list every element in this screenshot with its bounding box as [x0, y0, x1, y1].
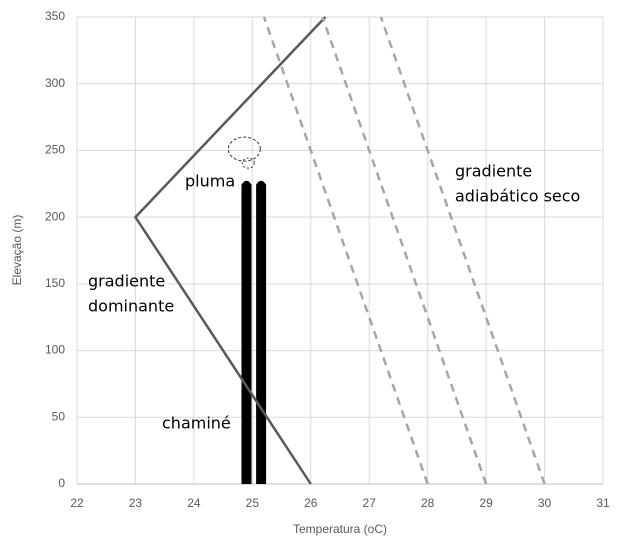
- x-axis-title: Temperatura (oC): [293, 522, 387, 536]
- chimney: [241, 180, 252, 485]
- dashed-line: [379, 16, 546, 485]
- plume: [227, 136, 261, 162]
- plume: [241, 157, 255, 169]
- x-tick-label: 31: [596, 496, 610, 510]
- annotation: chaminé: [162, 414, 231, 433]
- x-tick-label: 30: [538, 496, 552, 510]
- y-tick-label: 350: [45, 9, 65, 23]
- annotation: adiabático seco: [455, 187, 580, 206]
- y-tick-label: 0: [58, 476, 65, 490]
- y-tick-label: 50: [52, 409, 66, 423]
- x-tick-label: 22: [70, 496, 84, 510]
- chimney: [256, 180, 267, 485]
- dashed-line: [262, 16, 429, 485]
- y-tick-label: 100: [45, 343, 65, 357]
- y-tick-label: 250: [45, 143, 65, 157]
- dashed-line: [321, 16, 488, 485]
- annotation: pluma: [185, 172, 235, 191]
- x-tick-label: 26: [304, 496, 318, 510]
- annotation: gradiente: [455, 162, 532, 181]
- x-tick-label: 28: [421, 496, 435, 510]
- y-tick-label: 200: [45, 209, 65, 223]
- x-tick-label: 23: [129, 496, 143, 510]
- y-tick-label: 300: [45, 76, 65, 90]
- x-tick-label: 25: [246, 496, 260, 510]
- y-axis-title: Elevação (m): [10, 215, 24, 286]
- x-tick-label: 24: [187, 496, 201, 510]
- annotation: dominante: [88, 297, 174, 316]
- annotation: gradiente: [88, 272, 165, 291]
- x-tick-label: 27: [363, 496, 377, 510]
- y-tick-label: 150: [45, 276, 65, 290]
- x-tick-label: 29: [479, 496, 493, 510]
- line: [133, 16, 327, 485]
